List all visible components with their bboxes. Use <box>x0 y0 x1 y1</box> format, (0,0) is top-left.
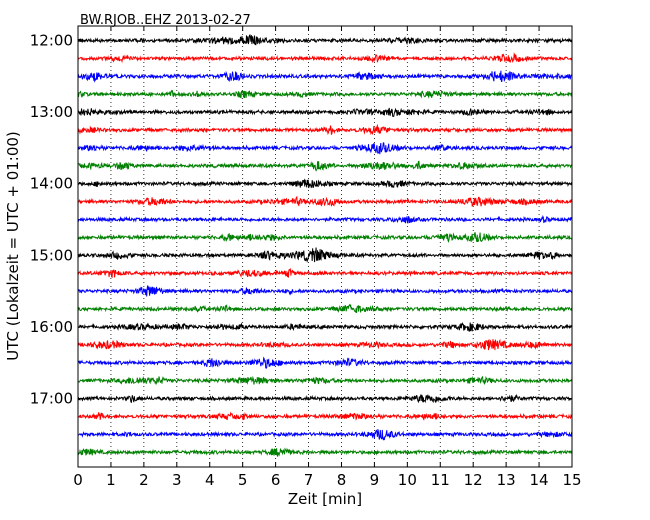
trace-1415 <box>77 195 573 207</box>
x-tick-label-5: 5 <box>238 471 248 489</box>
trace-1330 <box>77 142 573 155</box>
x-tick-label-8: 8 <box>337 471 347 489</box>
trace-1645 <box>77 375 573 386</box>
trace-1630 <box>77 356 573 369</box>
x-tick-label-4: 4 <box>205 471 215 489</box>
x-axis-ticks: 0 1 2 3 4 5 6 7 8 9 10 11 12 13 14 15 <box>73 26 582 489</box>
x-tick-label-11: 11 <box>431 471 450 489</box>
x-tick-label-9: 9 <box>370 471 380 489</box>
trace-1715 <box>77 411 573 421</box>
x-tick-label-0: 0 <box>73 471 83 489</box>
trace-1500 <box>77 247 573 263</box>
trace-1430 <box>77 215 573 224</box>
trace-1615 <box>77 338 573 351</box>
y-axis-ticks: 12:00 13:00 14:00 15:00 16:00 17:00 <box>30 32 572 408</box>
trace-1600 <box>77 322 573 332</box>
x-tick-label-6: 6 <box>271 471 281 489</box>
trace-1545 <box>77 303 573 314</box>
y-axis-label: UTC (Lokalzeit = UTC + 01:00) <box>4 131 22 361</box>
y-tick-label-1700: 17:00 <box>30 390 73 408</box>
trace-1315 <box>77 123 573 136</box>
x-tick-label-2: 2 <box>139 471 149 489</box>
x-tick-label-1: 1 <box>106 471 116 489</box>
trace-1445 <box>77 232 573 243</box>
trace-1400 <box>77 178 573 189</box>
trace-1515 <box>77 267 573 279</box>
y-tick-label-1500: 15:00 <box>30 246 73 264</box>
seismogram-traces <box>77 33 573 457</box>
x-tick-label-3: 3 <box>172 471 182 489</box>
trace-1300 <box>77 107 573 117</box>
x-tick-label-12: 12 <box>464 471 483 489</box>
trace-1530 <box>77 285 573 297</box>
y-tick-label-1300: 13:00 <box>30 103 73 121</box>
x-tick-label-15: 15 <box>562 471 581 489</box>
trace-1700 <box>77 393 573 404</box>
trace-1245 <box>77 89 573 99</box>
y-tick-label-1200: 12:00 <box>30 32 73 50</box>
plot-frame <box>77 25 573 468</box>
chart-title: BW.RJOB..EHZ 2013-02-27 <box>80 13 251 28</box>
y-tick-label-1400: 14:00 <box>30 175 73 193</box>
trace-1730 <box>77 429 573 441</box>
x-tick-label-7: 7 <box>304 471 314 489</box>
trace-1215 <box>77 52 573 64</box>
trace-1200 <box>77 33 573 46</box>
grid-lines <box>110 26 540 467</box>
x-axis-label: Zeit [min] <box>288 490 362 508</box>
x-tick-label-10: 10 <box>398 471 417 489</box>
trace-1745 <box>77 447 573 457</box>
trace-1345 <box>77 160 573 172</box>
trace-1230 <box>77 70 573 83</box>
x-tick-label-14: 14 <box>530 471 549 489</box>
x-tick-label-13: 13 <box>497 471 516 489</box>
y-tick-label-1600: 16:00 <box>30 318 73 336</box>
